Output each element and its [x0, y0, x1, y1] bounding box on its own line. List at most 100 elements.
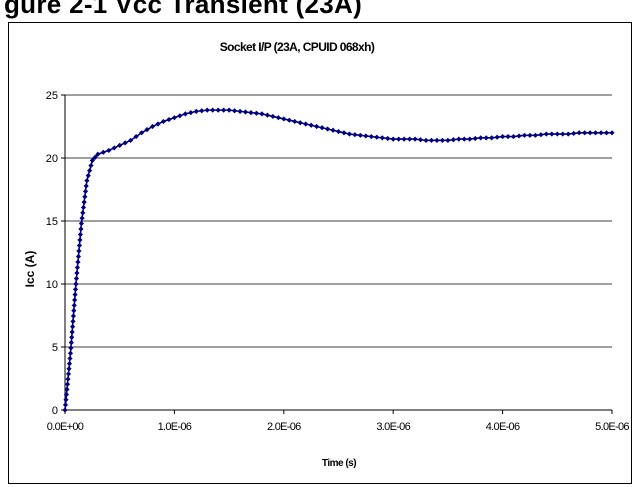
data-point-marker: [75, 253, 82, 260]
data-point-marker: [92, 154, 98, 160]
x-tick-label: 1.0E-06: [158, 421, 192, 433]
data-point-marker: [65, 371, 72, 377]
data-point-marker: [456, 136, 462, 142]
data-point-marker: [68, 340, 74, 346]
data-point-marker: [85, 173, 91, 179]
data-point-marker: [66, 366, 72, 372]
data-point-marker: [237, 108, 243, 114]
data-point-marker: [582, 130, 588, 136]
data-point-marker: [215, 107, 221, 113]
data-point-marker: [253, 110, 260, 116]
data-point-marker: [335, 128, 342, 135]
series-line: [64, 109, 612, 411]
data-point-marker: [76, 248, 82, 254]
data-point-marker: [494, 134, 500, 140]
data-point-marker: [149, 123, 156, 130]
data-point-marker: [73, 275, 80, 282]
data-point-marker: [609, 130, 615, 136]
data-point-marker: [75, 259, 81, 265]
data-point-marker: [472, 135, 478, 142]
data-point-marker: [81, 199, 87, 205]
data-point-marker: [407, 136, 413, 142]
data-point-marker: [543, 131, 549, 137]
data-point-marker: [330, 127, 336, 133]
data-point-marker: [155, 121, 161, 127]
data-point-marker: [78, 220, 85, 227]
y-tick-label: 5: [52, 342, 58, 354]
data-point-marker: [70, 313, 77, 319]
data-point-marker: [598, 130, 604, 136]
data-point-marker: [286, 117, 292, 123]
data-point-marker: [67, 350, 74, 356]
data-point-marker: [521, 132, 528, 138]
data-point-marker: [144, 127, 150, 133]
data-point-marker: [516, 133, 522, 139]
data-point-marker: [297, 120, 303, 126]
data-point-marker: [445, 137, 451, 143]
data-point-marker: [100, 149, 106, 155]
data-point-marker: [84, 178, 90, 184]
data-point-marker: [122, 140, 128, 146]
data-point-marker: [565, 131, 571, 137]
data-point-marker: [63, 391, 70, 398]
data-point-marker: [308, 122, 314, 128]
x-axis-title: Time (s): [322, 458, 356, 469]
data-point-marker: [72, 292, 78, 298]
data-point-marker: [177, 113, 183, 119]
data-point-marker: [368, 133, 374, 140]
y-tick-label: 20: [46, 153, 58, 165]
data-point-marker: [77, 237, 83, 243]
data-point-marker: [95, 151, 101, 157]
data-point-marker: [72, 297, 78, 303]
data-point-marker: [379, 135, 385, 141]
data-point-marker: [549, 131, 555, 137]
data-point-marker: [193, 108, 199, 114]
data-point-marker: [439, 137, 446, 143]
data-point-marker: [66, 361, 73, 367]
data-point-marker: [80, 204, 87, 211]
data-point-marker: [67, 355, 73, 362]
data-point-marker: [500, 133, 506, 140]
data-point-marker: [71, 302, 77, 308]
data-point-marker: [83, 183, 89, 189]
data-point-marker: [210, 107, 216, 113]
axes: [61, 94, 613, 414]
data-point-marker: [182, 111, 188, 117]
chart-svg: Socket I/P (23A, CPUID 068xh) 0 5 10 15 20 25…: [23, 40, 630, 469]
tick-labels: 0 5 10 15 20 25 0.0E+00 1.0E-06 2.0E-06 3.0E-06 4.…: [46, 90, 630, 433]
data-point-marker: [554, 131, 560, 137]
data-point-marker: [88, 162, 94, 169]
data-point-marker: [587, 130, 593, 136]
y-axis-title: Icc (A): [23, 251, 37, 288]
data-point-marker: [401, 136, 407, 142]
data-point-marker: [138, 130, 145, 136]
data-point-marker: [82, 194, 88, 200]
data-point-marker: [73, 281, 79, 287]
data-point-marker: [64, 386, 70, 392]
data-point-marker: [64, 381, 71, 387]
data-point-marker: [89, 157, 95, 164]
data-point-marker: [117, 142, 123, 148]
data-point-marker: [270, 113, 276, 120]
data-point-marker: [576, 130, 582, 136]
data-point-marker: [71, 308, 77, 314]
data-point-marker: [603, 130, 610, 136]
data-point-marker: [303, 121, 309, 127]
data-point-marker: [357, 132, 363, 138]
data-point-marker: [69, 334, 75, 340]
data-point-marker: [264, 112, 270, 118]
data-point-marker: [74, 270, 80, 276]
y-tick-label: 0: [52, 405, 58, 417]
data-point-marker: [74, 264, 81, 271]
data-point-marker: [592, 130, 599, 136]
data-point-marker: [77, 231, 84, 238]
chart-frame: Socket I/P (23A, CPUID 068xh) 0 5 10 15 20 25…: [8, 22, 632, 484]
figure-heading-text: gure 2-1 Vcc Transient (23A): [4, 0, 363, 19]
data-point-marker: [111, 145, 117, 151]
x-tick-label: 5.0E-06: [595, 421, 629, 433]
data-point-marker: [78, 226, 84, 232]
data-point-marker: [259, 111, 265, 117]
data-point-marker: [80, 210, 86, 216]
y-tick-label: 25: [46, 90, 58, 102]
data-point-marker: [292, 118, 298, 125]
